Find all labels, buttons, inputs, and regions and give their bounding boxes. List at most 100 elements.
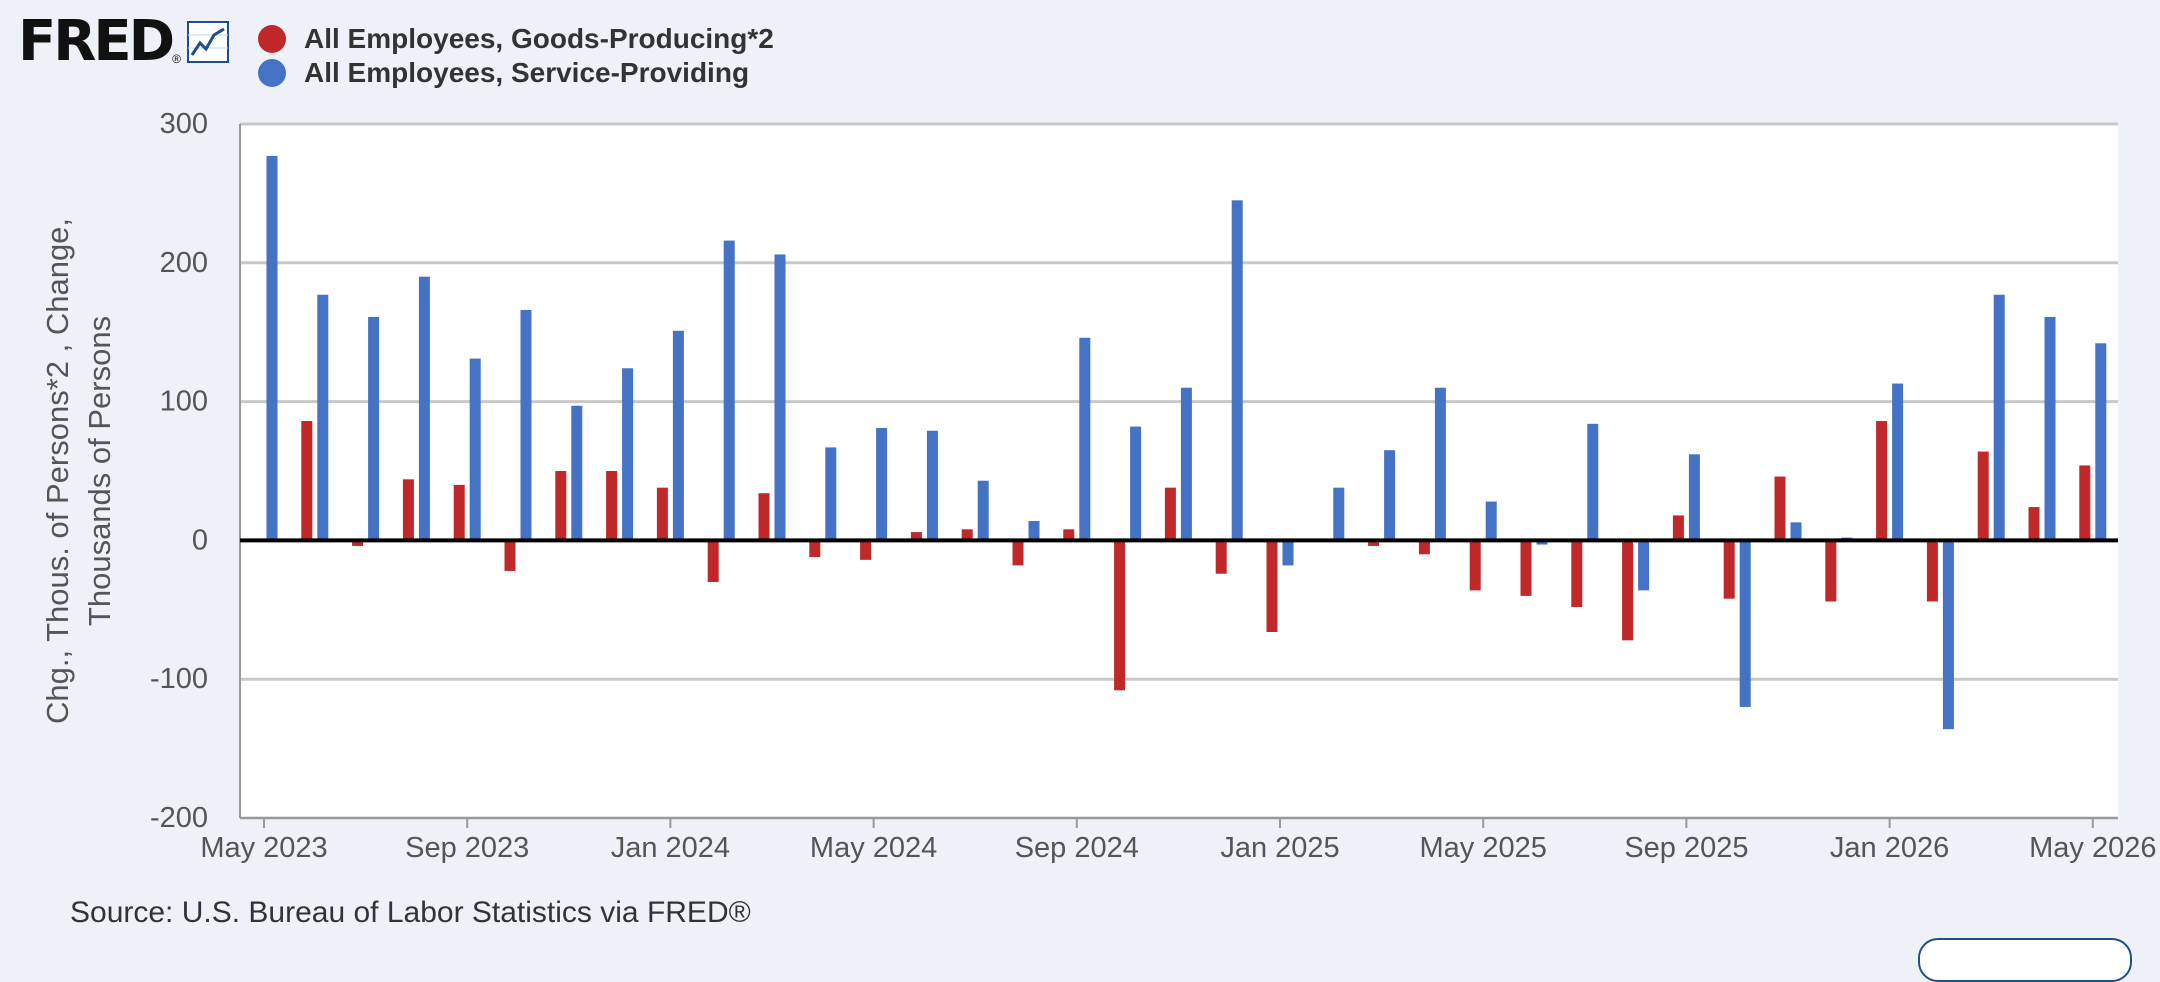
bar-services [1130, 426, 1142, 541]
bar-services [926, 430, 938, 541]
y-axis-label: Chg., Thous. of Persons*2 , Change, [40, 218, 75, 724]
x-tick-label: Sep 2023 [405, 832, 529, 864]
legend-item-services[interactable]: All Employees, Service-Providing [258, 56, 774, 90]
bar-goods [1012, 540, 1024, 566]
bar-services [266, 155, 278, 541]
bar-services [1638, 540, 1650, 591]
bar-services [418, 276, 430, 541]
bar-goods [1622, 540, 1634, 641]
bar-services [825, 447, 837, 541]
notes-link-partial[interactable] [70, 940, 330, 954]
x-tick-label: Sep 2024 [1015, 832, 1139, 864]
bar-goods [1215, 540, 1227, 574]
x-tick-label: May 2024 [810, 832, 937, 864]
bar-services [1333, 487, 1345, 541]
x-tick-label: Jan 2025 [1220, 832, 1339, 864]
bar-goods [860, 540, 872, 560]
bar-goods [1774, 476, 1786, 541]
bar-services [520, 309, 532, 541]
bar-goods [707, 540, 719, 583]
legend-swatch-goods [258, 25, 286, 53]
y-tick-label: 300 [160, 108, 208, 140]
bar-goods [656, 487, 668, 541]
bar-services [1790, 522, 1802, 541]
bar-services [977, 480, 989, 541]
bar-services [469, 358, 481, 541]
bar-services [723, 240, 735, 541]
bar-goods [606, 471, 618, 541]
bar-goods [1571, 540, 1583, 608]
legend-swatch-services [258, 59, 286, 87]
bar-goods [961, 529, 973, 541]
fred-logo-text: FRED [18, 9, 175, 74]
bar-goods [1876, 421, 1888, 541]
bar-goods [352, 540, 364, 546]
bar-services [1180, 387, 1192, 541]
y-tick-label: -100 [150, 663, 208, 695]
y-tick-label: 100 [160, 386, 208, 418]
y-tick-label: -200 [150, 802, 208, 834]
x-tick-label: May 2026 [2029, 832, 2156, 864]
bar-services [1536, 540, 1548, 545]
bar-goods [1825, 540, 1837, 602]
bar-services [1993, 294, 2005, 541]
bar-goods [2028, 507, 2040, 541]
bar-goods [555, 471, 567, 541]
bar-goods [809, 540, 821, 558]
x-tick-label: May 2025 [1420, 832, 1547, 864]
bar-services [1384, 450, 1396, 541]
bar-services [876, 427, 888, 541]
bar-goods [301, 421, 313, 541]
x-tick-label: Sep 2025 [1624, 832, 1748, 864]
plot-area [240, 124, 2118, 818]
y-tick-label: 200 [160, 247, 208, 279]
x-tick-label: Jan 2026 [1830, 832, 1949, 864]
bar-services [622, 368, 634, 541]
bar-goods [1114, 540, 1126, 691]
source-note: Source: U.S. Bureau of Labor Statistics … [70, 896, 751, 929]
bar-services [672, 330, 684, 541]
bar-goods [1520, 540, 1532, 596]
bar-services [368, 316, 380, 541]
bar-goods [758, 493, 770, 541]
bar-services [1587, 423, 1599, 541]
bar-goods [2079, 465, 2091, 541]
bar-goods [1723, 540, 1735, 599]
legend-item-goods[interactable]: All Employees, Goods-Producing*2 [258, 22, 774, 56]
bar-goods [402, 479, 414, 541]
x-tick-label: May 2023 [200, 832, 327, 864]
bar-goods [453, 484, 465, 541]
legend-label-services: All Employees, Service-Providing [304, 57, 750, 88]
bar-goods [1672, 515, 1684, 541]
chart-legend: All Employees, Goods-Producing*2 All Emp… [258, 22, 774, 90]
bar-services [2095, 343, 2107, 541]
bar-goods [1418, 540, 1430, 555]
bar-services [571, 405, 583, 541]
bar-goods [1063, 529, 1075, 541]
bar-services [1892, 383, 1904, 541]
bar-services [1282, 540, 1294, 566]
bar-services [2044, 316, 2056, 541]
bar-services [1028, 520, 1040, 541]
bar-services [1079, 337, 1091, 541]
fred-logo[interactable]: FRED ® [18, 14, 229, 70]
y-axis-label: Thousands of Persons [82, 316, 117, 626]
bar-goods [1926, 540, 1938, 602]
bar-services [1942, 540, 1954, 730]
bar-goods [910, 532, 922, 541]
y-tick-label: 0 [192, 524, 208, 556]
bar-services [1688, 454, 1700, 541]
bar-goods [1469, 540, 1481, 591]
line-chart-icon [186, 21, 229, 63]
bar-services [1739, 540, 1751, 707]
legend-label-goods: All Employees, Goods-Producing*2 [304, 23, 774, 54]
edit-graph-button-partial[interactable] [1918, 938, 2132, 982]
x-tick-label: Jan 2024 [611, 832, 730, 864]
bar-goods [1368, 540, 1380, 546]
bar-services [774, 254, 786, 541]
bar-goods [1977, 451, 1989, 541]
bar-goods [1266, 540, 1278, 633]
bar-services [1485, 501, 1497, 541]
bar-services [1231, 200, 1243, 541]
